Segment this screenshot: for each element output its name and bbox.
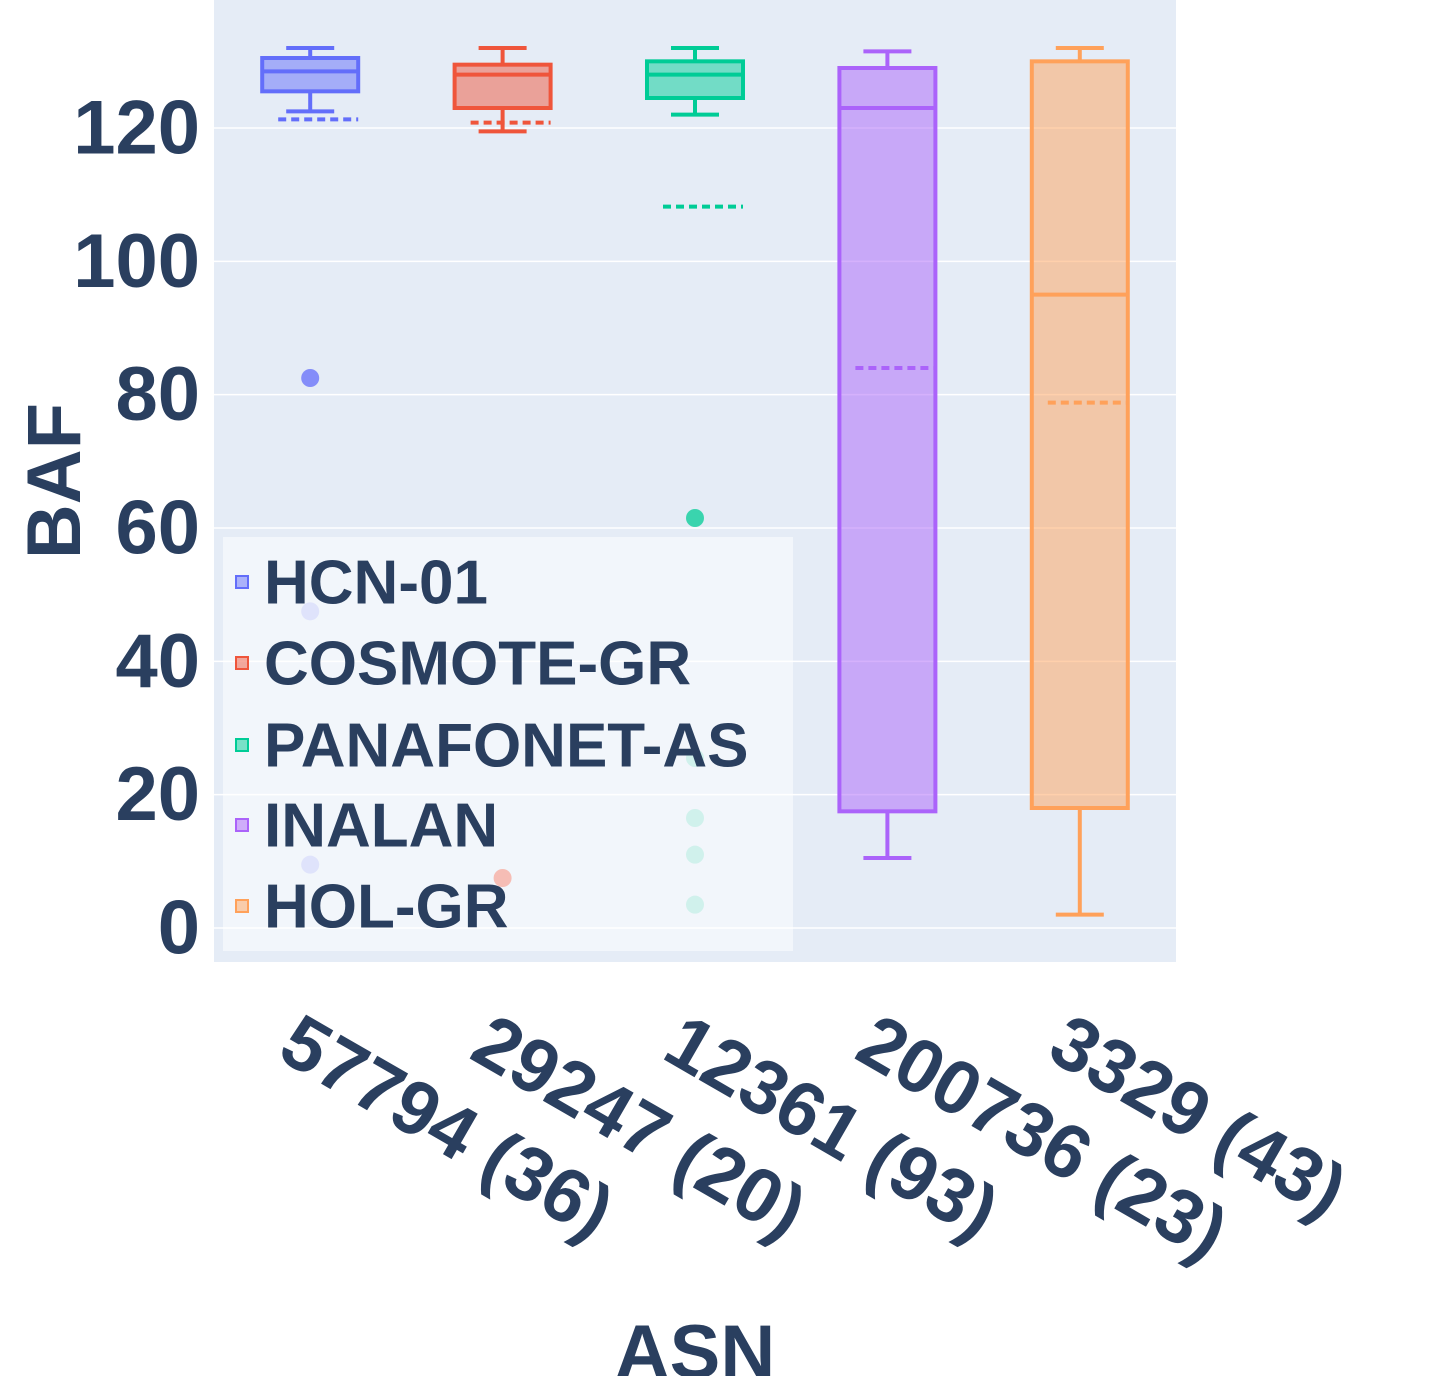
y-tick-label: 100: [73, 219, 200, 304]
y-tick-label: 80: [115, 352, 200, 437]
iqr-box: [645, 59, 745, 100]
legend-swatch: [235, 575, 249, 589]
box-hol-gr: [1029, 46, 1130, 917]
x-axis-title: ASN: [615, 1310, 775, 1376]
legend-swatch: [235, 738, 249, 752]
legend-label: INALAN: [264, 792, 498, 861]
legend-box: [223, 537, 793, 951]
y-tick-labels: 0 20 40 60 80 100 120: [73, 86, 200, 971]
legend-swatch: [235, 899, 249, 913]
y-tick-label: 120: [73, 86, 200, 171]
legend-swatch: [235, 818, 249, 832]
iqr-box: [452, 62, 553, 110]
legend: HCN-01 COSMOTE-GR PANAFONET-AS INALAN HOL-GR: [223, 537, 793, 951]
legend-label: COSMOTE-GR: [264, 630, 691, 699]
y-tick-label: 0: [158, 886, 200, 971]
box-inalan: [837, 49, 938, 860]
legend-swatch: [235, 656, 249, 670]
legend-label: HOL-GR: [264, 873, 509, 942]
outlier-point: [686, 509, 704, 527]
x-tick-labels: 57794 (36)29247 (20)12361 (93)200736 (23…: [266, 998, 1360, 1277]
box-cosmote-gr: [452, 46, 553, 887]
iqr-box: [837, 66, 938, 814]
legend-label: HCN-01: [264, 549, 488, 618]
iqr-box: [1029, 59, 1130, 811]
y-tick-label: 60: [115, 486, 200, 571]
legend-label: PANAFONET-AS: [264, 712, 749, 781]
outlier-point: [301, 369, 320, 387]
y-tick-label: 20: [115, 752, 200, 837]
y-axis-title: BAF: [12, 403, 97, 559]
iqr-box: [260, 56, 361, 94]
y-tick-label: 40: [115, 619, 200, 704]
box-series: [260, 46, 1130, 917]
